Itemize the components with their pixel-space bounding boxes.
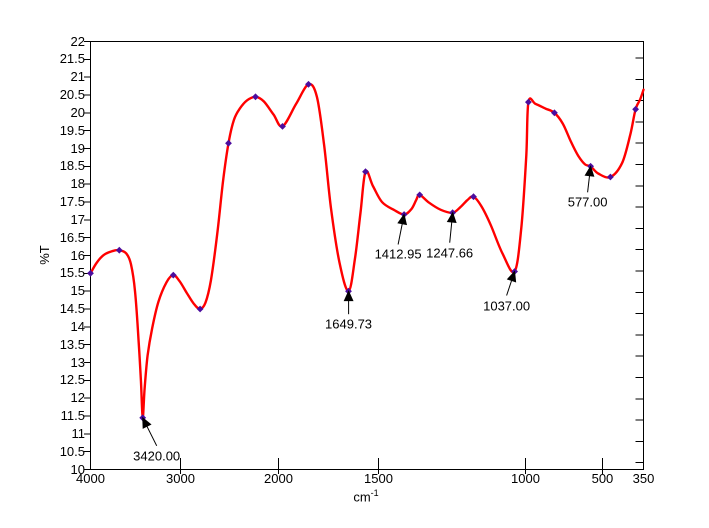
y-tick-label: 15.5: [59, 265, 85, 281]
y-tick-label: 15: [70, 283, 85, 299]
y-tick-label: 18: [70, 176, 85, 192]
y-tick-label: 19.5: [59, 122, 85, 138]
peak-label: 1037.00: [483, 298, 531, 314]
data-point-markers: [87, 80, 639, 422]
peak-label: 3420.00: [133, 448, 181, 464]
y-tick-label: 21.5: [59, 51, 85, 67]
peak-label: 1649.73: [325, 316, 373, 332]
x-tick-label: 4000: [76, 471, 105, 486]
y-tick-label: 11: [71, 425, 86, 441]
x-tick-label: 500: [591, 471, 614, 486]
x-axis-unit-base: cm: [353, 489, 371, 505]
y-tick-label: 14: [70, 318, 85, 334]
x-axis-title: cm-1: [336, 488, 396, 506]
y-tick-label: 10: [70, 461, 85, 477]
peak-label: 1247.66: [426, 245, 474, 261]
x-tick-label: 350: [632, 471, 655, 486]
x-tick-label: 3000: [166, 471, 195, 486]
peak-label: 577.00: [567, 194, 608, 210]
y-tick-label: 10.5: [59, 443, 85, 459]
y-tick-label: 16.5: [59, 229, 85, 245]
y-tick-label: 12: [70, 390, 85, 406]
y-tick-label: 17.5: [59, 194, 85, 209]
y-tick-label: 18.5: [59, 158, 85, 174]
y-tick-label: 14.5: [59, 301, 85, 316]
peak-annotation-arrows: [142, 165, 595, 447]
y-tick-label: 12.5: [59, 372, 85, 388]
x-tick-label: 2000: [264, 471, 293, 486]
y-tick-label: 11.5: [60, 408, 85, 423]
y-tick-label: 22: [70, 33, 85, 49]
spectrum-curve: [89, 82, 645, 420]
y-tick-label: 16: [70, 247, 85, 263]
y-tick-label: 13.5: [59, 336, 85, 352]
x-tick-label: 1500: [364, 471, 393, 486]
y-tick-label: 19: [70, 140, 85, 156]
peak-label: 1412.95: [374, 246, 422, 262]
x-tick-label: 1000: [511, 471, 540, 486]
y-tick-label: 21: [70, 69, 85, 85]
y-tick-label: 13: [70, 354, 85, 370]
x-axis-unit-exponent: -1: [370, 488, 379, 498]
plot-border: [84, 41, 644, 474]
y-tick-label: 20: [70, 104, 85, 120]
y-tick-label: 17: [70, 211, 85, 227]
y-tick-label: 20.5: [59, 87, 85, 102]
